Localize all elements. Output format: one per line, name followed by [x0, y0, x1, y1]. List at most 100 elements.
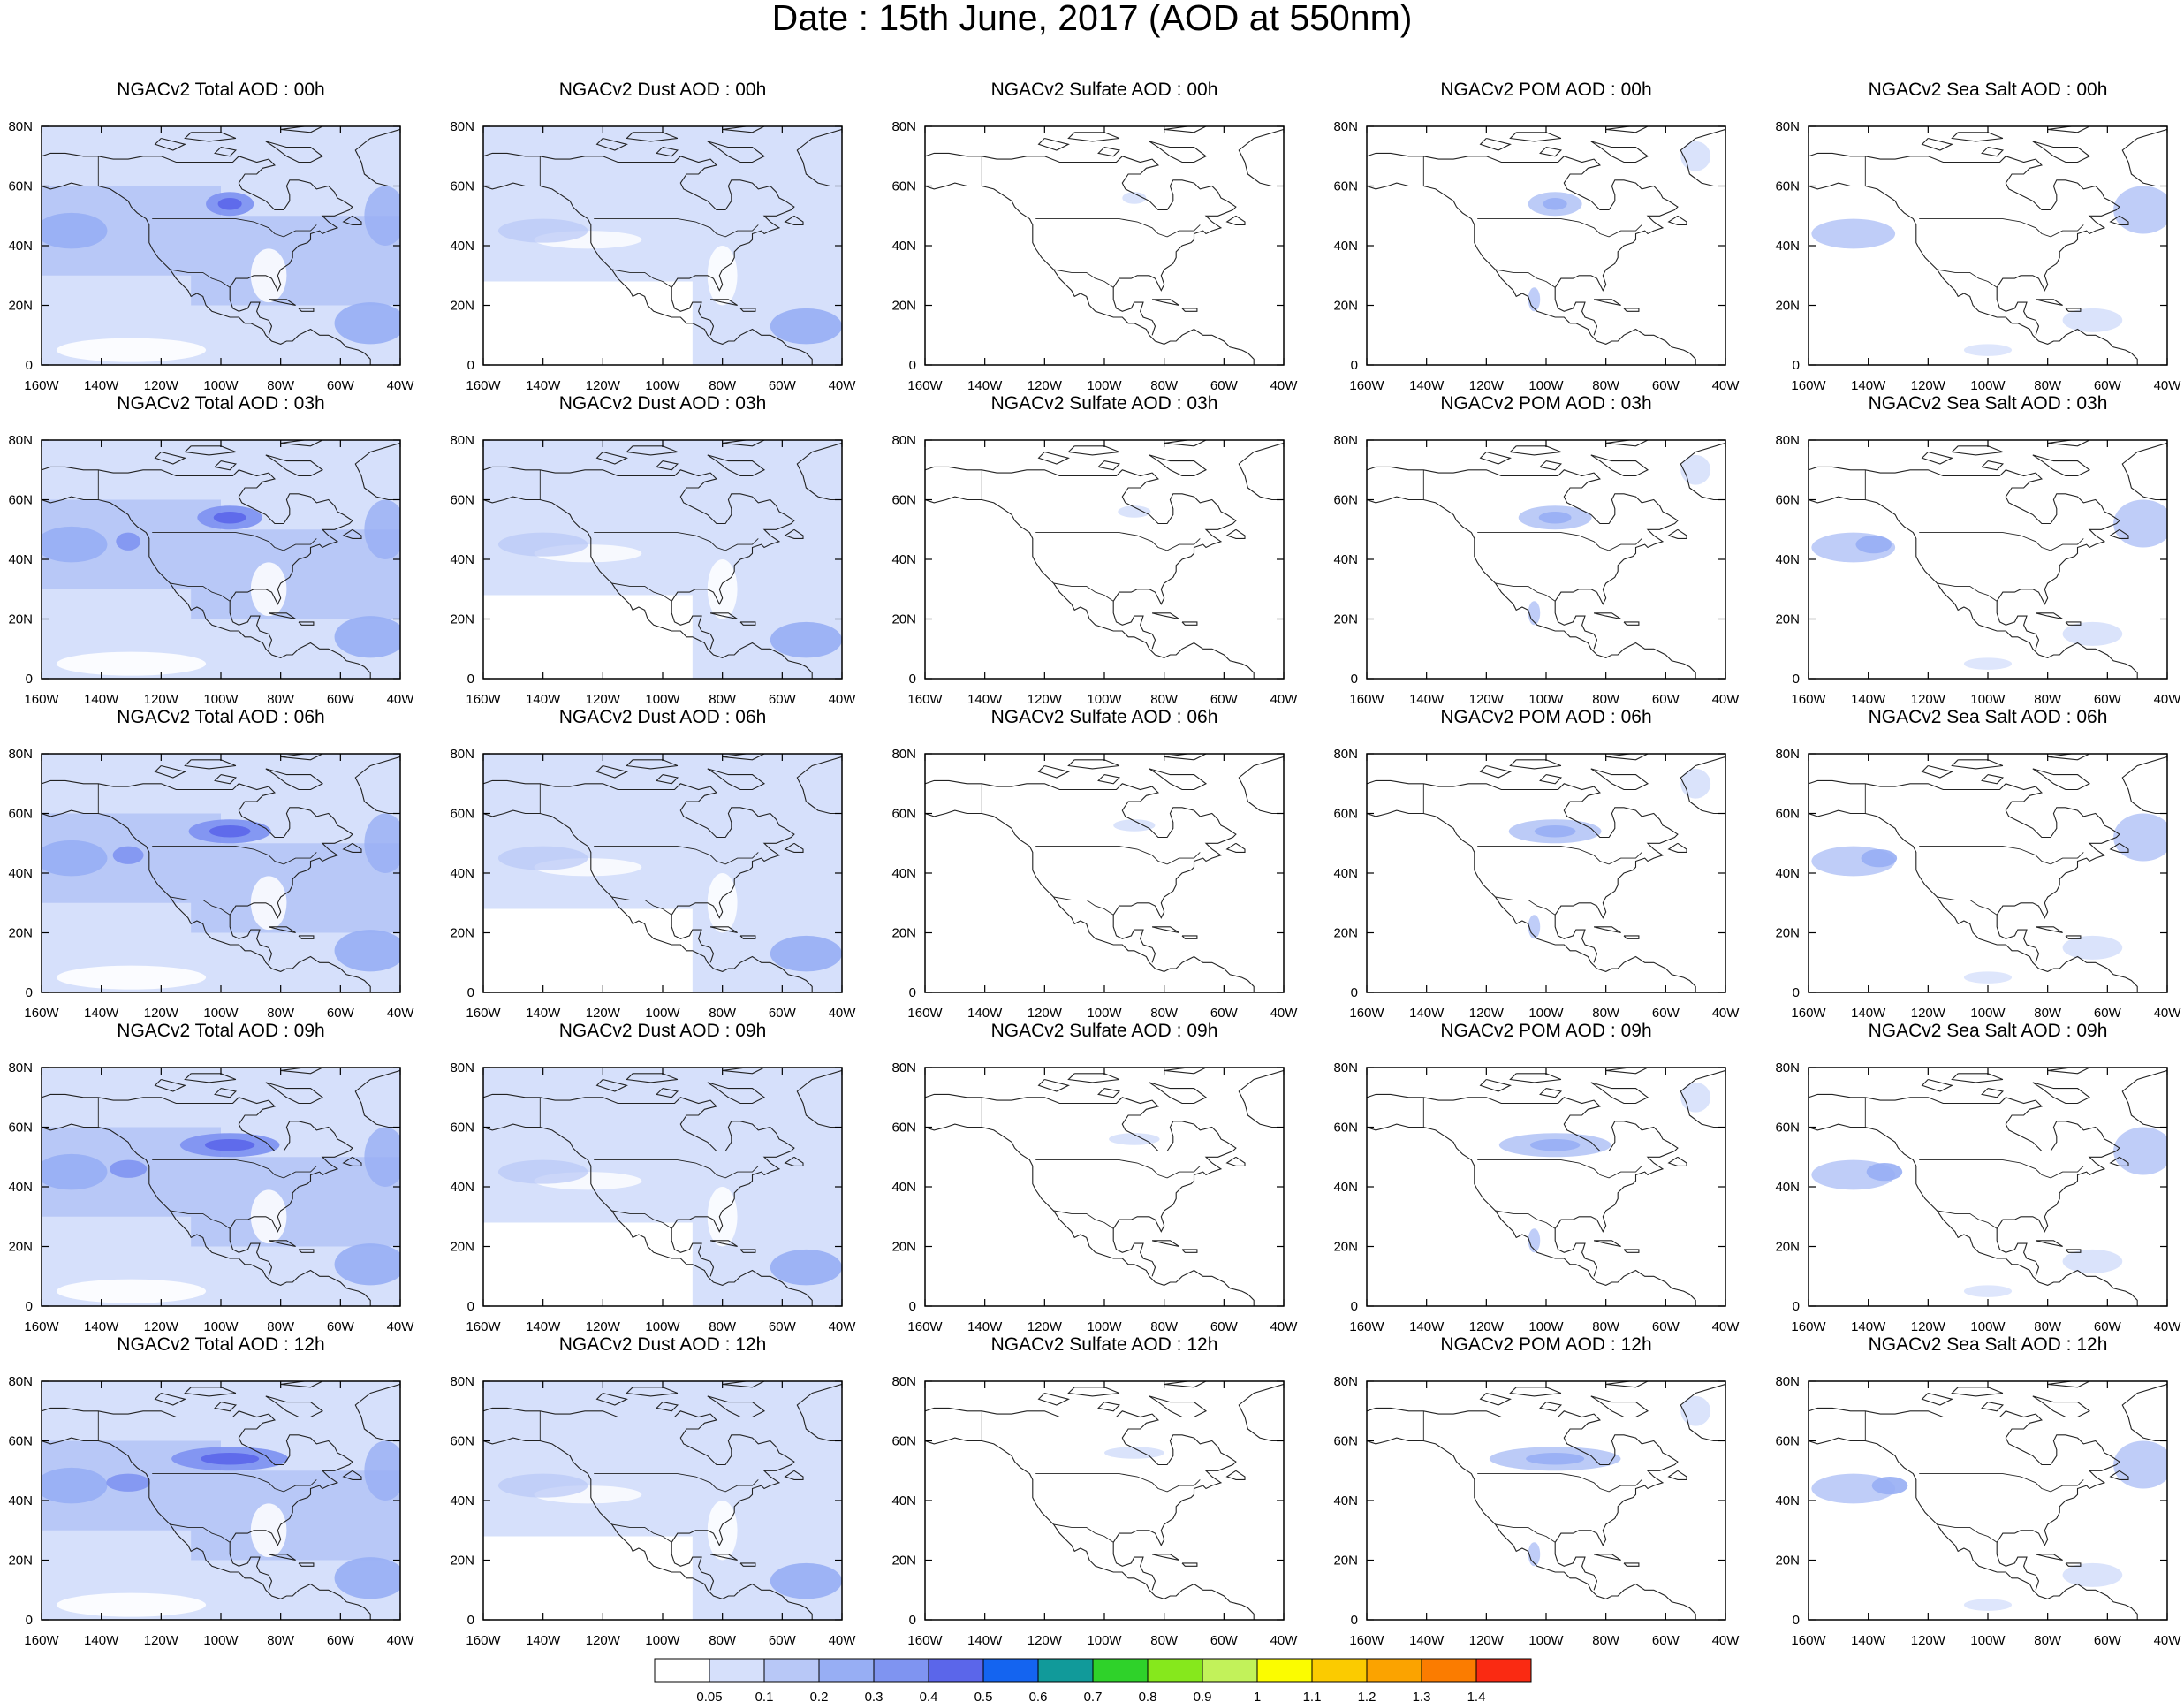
- coastline: [925, 152, 1237, 336]
- island-outline: [1067, 759, 1120, 770]
- island-outline: [2035, 926, 2063, 934]
- y-tick-label: 0: [1793, 1613, 1800, 1628]
- coastline: [1809, 466, 2120, 650]
- national-border: [152, 1473, 317, 1493]
- x-tick-label: 140W: [967, 692, 1003, 707]
- map-panel: NGACv2 Sea Salt AOD : 09h 160W 140W 120W 100…: [1767, 1021, 2184, 1334]
- x-tick-label: 40W: [829, 378, 857, 393]
- x-tick-label: 40W: [829, 692, 857, 707]
- island-outline: [709, 612, 738, 620]
- island-outline: [595, 764, 628, 779]
- y-tick-label: 20N: [8, 1554, 33, 1569]
- island-outline: [184, 759, 237, 770]
- coastline: [1367, 466, 1679, 650]
- island-outline: [2109, 1156, 2129, 1166]
- y-tick-label: 80N: [1333, 1374, 1358, 1389]
- y-tick-label: 80N: [450, 433, 474, 448]
- island-outline: [1479, 451, 1512, 465]
- x-tick-label: 40W: [2154, 692, 2182, 707]
- aod-plume: [364, 1127, 400, 1187]
- island-outline: [1181, 308, 1198, 312]
- aod-plume: [334, 1557, 400, 1599]
- panel-title: NGACv2 Dust AOD : 09h: [558, 1021, 767, 1041]
- coastline: [1367, 496, 1696, 679]
- x-tick-label: 160W: [466, 1006, 501, 1021]
- y-tick-label: 40N: [450, 866, 474, 881]
- coastline: [1367, 152, 1679, 336]
- island-outline: [2065, 1562, 2082, 1567]
- x-tick-label: 80W: [1592, 1006, 1620, 1021]
- x-tick-label: 80W: [1592, 692, 1620, 707]
- coastlines: [1809, 1068, 2167, 1306]
- x-tick-label: 120W: [1469, 1006, 1505, 1021]
- national-border: [170, 269, 231, 288]
- y-tick-label: 0: [467, 1613, 474, 1628]
- coastline: [42, 466, 353, 650]
- x-tick-label: 60W: [1652, 1319, 1680, 1334]
- y-tick-label: 80N: [1775, 1374, 1800, 1389]
- coastlines: [483, 126, 842, 365]
- colorbar-swatch: [654, 1658, 710, 1683]
- island-outline: [739, 308, 756, 312]
- aod-plume: [42, 840, 108, 877]
- y-tick-label: 60N: [8, 1434, 33, 1449]
- coastline: [925, 809, 1255, 992]
- y-tick-label: 20N: [8, 299, 33, 314]
- island-outline: [1981, 147, 2005, 157]
- coastline: [483, 1123, 813, 1306]
- island-outline: [1623, 1562, 1640, 1567]
- island-outline: [1623, 1249, 1640, 1253]
- x-tick-label: 40W: [1270, 378, 1299, 393]
- y-tick-label: 20N: [8, 612, 33, 627]
- x-tick-label: 160W: [1791, 692, 1826, 707]
- island-outline: [2109, 215, 2129, 225]
- colorbar-swatch: [763, 1658, 820, 1683]
- coastlines: [42, 754, 400, 992]
- coastline: [483, 182, 813, 365]
- y-tick-label: 40N: [450, 552, 474, 567]
- x-tick-label: 80W: [267, 1319, 295, 1334]
- island-outline: [1479, 137, 1512, 151]
- map-panel: NGACv2 Total AOD : 06h 160W 140W 120W 100W 80…: [0, 707, 442, 1021]
- island-outline: [1667, 528, 1687, 539]
- map-plot: 160W 140W 120W 100W 80W 60W 40W 0 20N 40N 60N 80N: [1333, 433, 1740, 707]
- aod-plume: [334, 302, 400, 345]
- island-outline: [2035, 1240, 2063, 1248]
- coastlines: [483, 754, 842, 992]
- map-plot: 160W 140W 120W 100W 80W 60W 40W 0 20N 40N 60N 80N: [450, 747, 856, 1021]
- colorbar-swatch: [928, 1658, 984, 1683]
- coastline: [1809, 496, 2138, 679]
- aod-plume: [770, 621, 842, 658]
- coastline: [483, 809, 813, 992]
- colorbar-label: 0.9: [1194, 1690, 1212, 1702]
- aod-plume: [364, 1440, 400, 1501]
- aod-plume: [770, 308, 842, 345]
- island-outline: [214, 1088, 238, 1098]
- panel-title: NGACv2 Sulfate AOD : 12h: [990, 1334, 1218, 1355]
- y-tick-label: 40N: [450, 1493, 474, 1508]
- island-outline: [784, 215, 804, 225]
- map-plot: 160W 140W 120W 100W 80W 60W 40W 0 20N 40N 60N 80N: [1775, 747, 2181, 1021]
- x-tick-label: 120W: [1911, 1633, 1946, 1648]
- y-tick-label: 60N: [891, 807, 916, 822]
- x-tick-label: 100W: [1087, 692, 1122, 707]
- national-border: [594, 218, 759, 238]
- island-outline: [1164, 754, 1207, 761]
- island-outline: [1181, 1562, 1198, 1567]
- coastline: [1809, 182, 2138, 365]
- coastline: [925, 1123, 1255, 1306]
- island-outline: [707, 1395, 766, 1418]
- island-outline: [1225, 528, 1246, 539]
- aod-plume: [2113, 186, 2167, 234]
- island-outline: [739, 1562, 756, 1567]
- x-tick-label: 140W: [84, 692, 119, 707]
- map-panel: NGACv2 Total AOD : 09h 160W 140W 120W 100W 80…: [0, 1021, 442, 1334]
- x-tick-label: 60W: [1652, 1006, 1680, 1021]
- island-outline: [298, 308, 315, 312]
- x-tick-label: 60W: [1210, 1633, 1239, 1648]
- aod-layer: [1498, 1082, 1711, 1253]
- aod-plume: [1543, 198, 1567, 210]
- x-tick-label: 160W: [1791, 1006, 1826, 1021]
- colorbar-swatch: [873, 1658, 929, 1683]
- x-tick-label: 120W: [144, 1319, 179, 1334]
